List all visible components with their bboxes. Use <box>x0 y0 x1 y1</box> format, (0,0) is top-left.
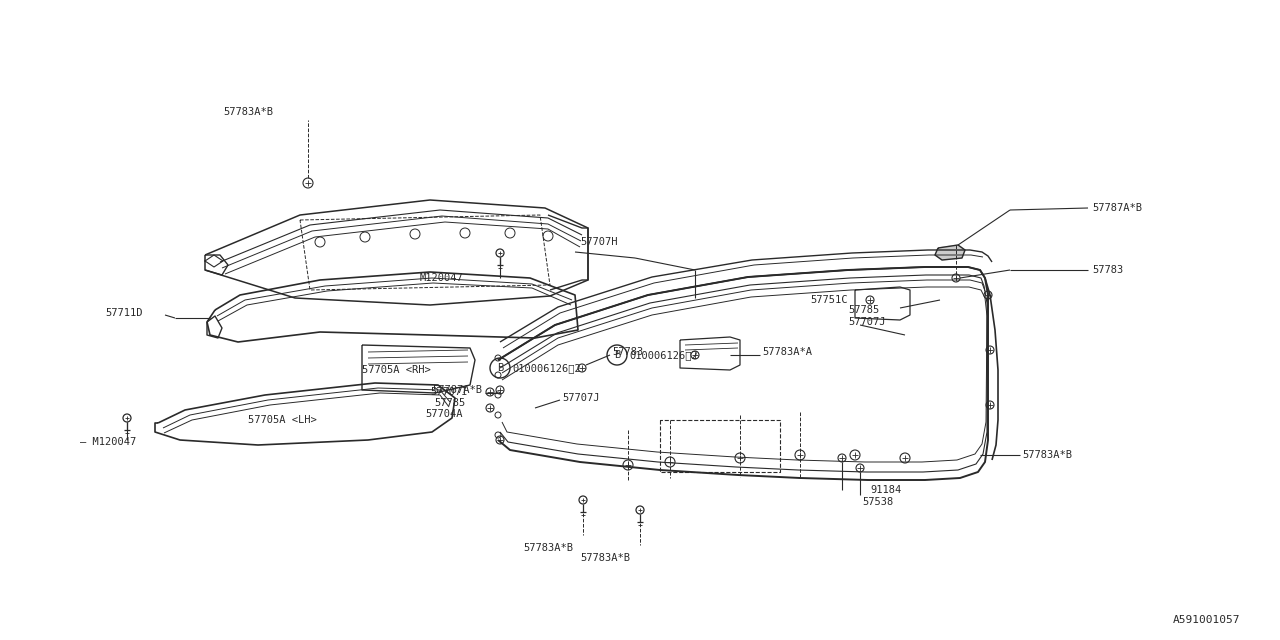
Text: 57783: 57783 <box>612 347 644 357</box>
Text: 57707J: 57707J <box>849 317 886 327</box>
Text: 57785: 57785 <box>434 398 465 408</box>
Text: 57538: 57538 <box>861 497 893 507</box>
Text: 57785: 57785 <box>849 305 879 315</box>
Text: B: B <box>614 350 620 360</box>
Text: 57787A*B: 57787A*B <box>433 385 483 395</box>
Text: 57787A*B: 57787A*B <box>1092 203 1142 213</box>
Text: 57783A*B: 57783A*B <box>524 543 573 553</box>
Text: M120047: M120047 <box>420 273 463 283</box>
Text: 57707H: 57707H <box>580 237 617 247</box>
Text: 57783A*B: 57783A*B <box>580 553 630 563</box>
Text: 010006126、2: 010006126、2 <box>628 350 698 360</box>
Text: 57707J: 57707J <box>562 393 599 403</box>
Text: 57783A*B: 57783A*B <box>1021 450 1073 460</box>
Text: A591001057: A591001057 <box>1172 615 1240 625</box>
Text: 57711D: 57711D <box>105 308 142 318</box>
Text: — M120047: — M120047 <box>81 437 136 447</box>
Text: 57751C: 57751C <box>810 295 847 305</box>
Text: 57783A*A: 57783A*A <box>762 347 812 357</box>
Text: 57704A: 57704A <box>425 409 462 419</box>
Text: 010006126、2: 010006126、2 <box>512 363 581 373</box>
Polygon shape <box>934 245 965 260</box>
Text: 57707I: 57707I <box>430 387 467 397</box>
Text: B: B <box>497 363 503 373</box>
Text: 91184: 91184 <box>870 485 901 495</box>
Text: 57705A <LH>: 57705A <LH> <box>248 415 316 425</box>
Text: 57705A <RH>: 57705A <RH> <box>362 365 431 375</box>
Text: 57783: 57783 <box>1092 265 1124 275</box>
Text: 57783A*B: 57783A*B <box>223 107 273 117</box>
